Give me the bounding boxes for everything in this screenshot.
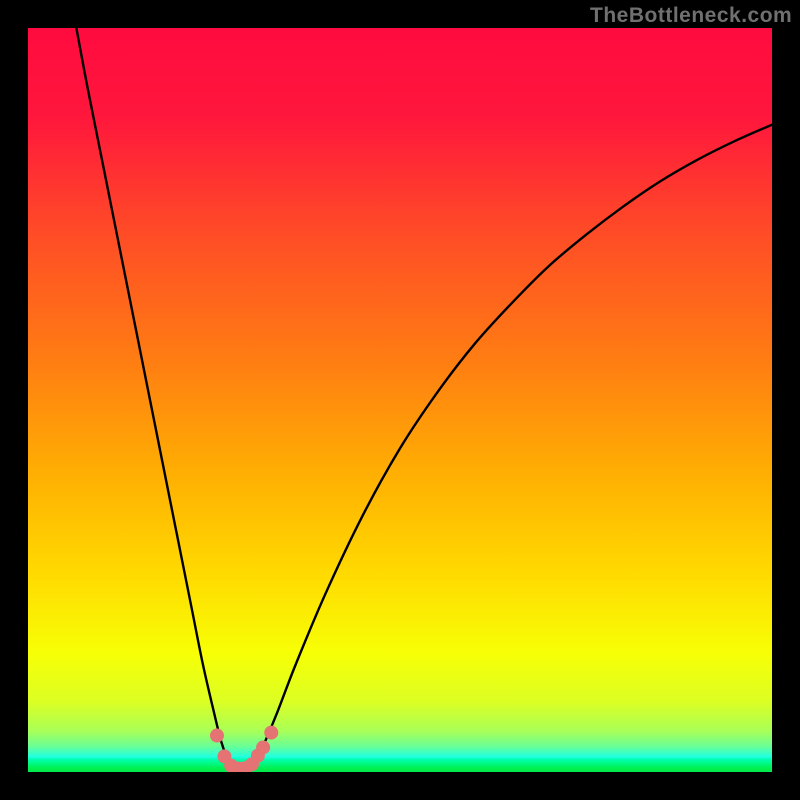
chart-root: TheBottleneck.com [0,0,800,800]
plot-background [28,28,772,772]
watermark-text: TheBottleneck.com [590,4,792,28]
